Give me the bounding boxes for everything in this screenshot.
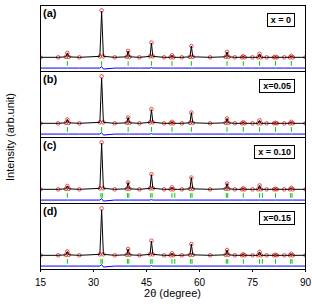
html-text:x = 0: x = 0: [270, 15, 291, 25]
html-text:x = 0.10: x = 0.10: [258, 147, 291, 157]
svg-text:60: 60: [194, 277, 206, 287]
svg-text:75: 75: [247, 277, 259, 287]
html-text:(a): (a): [43, 7, 57, 19]
svg-text:Intensity (arb.unit): Intensity (arb.unit): [4, 93, 16, 181]
svg-text:45: 45: [141, 277, 153, 287]
html-text:x=0.05: x=0.05: [263, 81, 291, 91]
html-text:2θ (degree): 2θ (degree): [144, 287, 201, 299]
svg-text:15: 15: [35, 277, 47, 287]
svg-text:30: 30: [88, 277, 100, 287]
html-text:x=0.15: x=0.15: [263, 213, 291, 223]
html-text:(d): (d): [43, 205, 57, 217]
html-text:(c): (c): [43, 139, 57, 151]
html-text:(b): (b): [43, 73, 57, 85]
svg-text:90: 90: [300, 277, 312, 287]
